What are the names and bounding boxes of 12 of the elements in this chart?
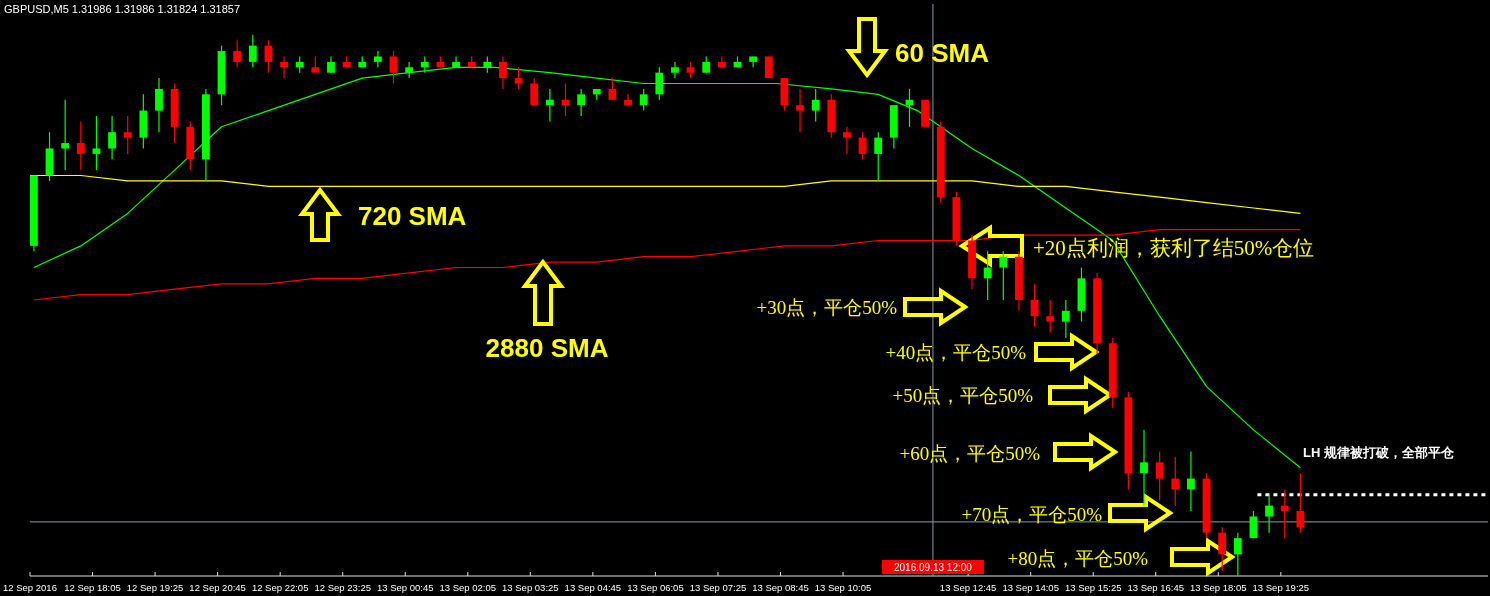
annotation: +30点，平仓50% — [756, 297, 897, 318]
title: GBPUSD,M5 1.31986 1.31986 1.31824 1.31857 — [4, 3, 241, 15]
annotation: +70点，平仓50% — [961, 504, 1102, 525]
annotation: +80点，平仓50% — [1007, 548, 1148, 569]
annotation: LH 规律被打破，全部平仓 — [1303, 445, 1454, 460]
annotation: +50点，平仓50% — [892, 385, 1033, 406]
annotation: +60点，平仓50% — [899, 443, 1040, 464]
annotation: 2880 SMA — [485, 333, 609, 363]
annotation: +40点，平仓50% — [885, 342, 1026, 363]
ref-line-label: 2016.09.13 12:00 — [894, 562, 973, 573]
annotation: 60 SMA — [895, 38, 989, 68]
annotation: 720 SMA — [358, 201, 467, 231]
